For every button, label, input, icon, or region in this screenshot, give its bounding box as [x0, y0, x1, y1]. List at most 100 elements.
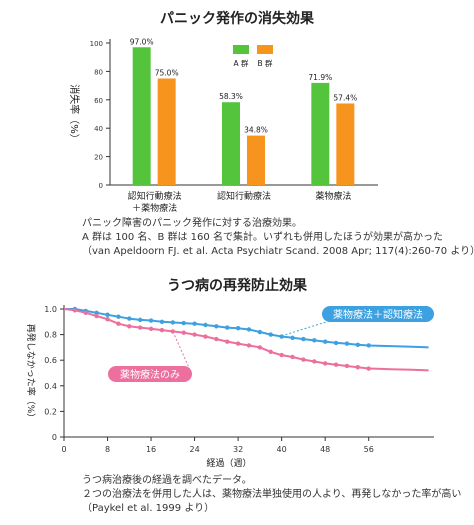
series-point	[72, 308, 78, 313]
series-point	[214, 324, 219, 329]
bar	[336, 103, 355, 185]
bar-data-label: 58.3%	[219, 92, 243, 101]
series-point	[333, 340, 339, 346]
line-x-tick-label: 24	[189, 445, 199, 454]
series-point	[235, 341, 241, 346]
line-x-axis-label: 経過（週）	[206, 457, 251, 469]
legend-swatch	[233, 45, 249, 54]
series-point	[225, 325, 230, 330]
legend-label: B 群	[257, 58, 273, 68]
series-point	[203, 334, 208, 339]
line-y-tick-label: 0	[52, 433, 57, 442]
series-point	[148, 326, 154, 332]
legend-label: A 群	[233, 58, 249, 68]
bar	[247, 135, 265, 185]
callout-label: 薬物療法のみ	[120, 368, 180, 381]
series-point	[246, 343, 252, 348]
series-point	[116, 314, 121, 319]
line-y-tick-label: 0.8	[44, 331, 57, 340]
series-point	[322, 339, 328, 344]
callout-box	[322, 306, 434, 322]
series-point	[137, 317, 143, 323]
line-chart-notes: うつ病治療後の経過を調べたデータ。 ２つの治療法を併用した人は、薬物療法単独使用…	[82, 474, 461, 516]
series-point	[225, 339, 230, 344]
bar-note-line-2: A 群は 100 名、B 群は 160 名で集計。いずれも併用したほうが効果が高…	[82, 232, 443, 243]
line-y-tick-label: 1.0	[44, 305, 57, 314]
line-note-line-1: うつ病治療後の経過を調べたデータ。	[82, 475, 252, 486]
series-point	[159, 327, 165, 333]
series-point	[170, 320, 176, 325]
series-point	[257, 345, 263, 350]
bar-category-label: 認知行動療法	[217, 190, 271, 202]
series-point	[301, 336, 306, 342]
series-point	[257, 329, 263, 335]
line-y-tick-label: 0.6	[44, 356, 57, 365]
series-point	[301, 357, 306, 362]
series-point	[366, 343, 371, 348]
series-point	[344, 363, 350, 369]
series-point	[366, 366, 371, 371]
line-y-tick-label: 0.4	[44, 382, 57, 391]
series-point	[116, 321, 121, 326]
bar-y-axis-label: 消失率（%）	[68, 84, 81, 144]
line-x-tick-label: 32	[233, 445, 243, 454]
bar-y-tick-label: 60	[94, 97, 103, 105]
bar-category-label: 認知行動療法	[128, 190, 182, 202]
series-point	[214, 336, 219, 342]
line-x-tick-label: 0	[61, 445, 66, 454]
bar-data-label: 34.8%	[244, 126, 268, 135]
series-point	[235, 326, 241, 331]
line-x-tick-label: 40	[277, 445, 287, 454]
series-point	[312, 359, 317, 364]
bar	[132, 47, 151, 186]
bar-y-tick-label: 80	[94, 68, 103, 76]
series-point	[203, 322, 208, 328]
callout-label: 薬物療法＋認知療法	[333, 308, 423, 321]
bar-data-label: 75.0%	[155, 69, 179, 78]
bar-note-line-3: （van Apeldoorn FJ. et al. Acta Psychiatr…	[82, 246, 474, 257]
bar-y-tick-label: 20	[94, 154, 103, 162]
bar-chart-notes: パニック障害のパニック発作に対する治療効果。 A 群は 100 名、B 群は 1…	[82, 217, 474, 259]
series-point	[192, 321, 197, 326]
bar-category-label: ＋薬物療法	[132, 202, 177, 214]
series-point	[312, 338, 317, 343]
bar-y-tick-label: 100	[90, 40, 103, 48]
series-point	[94, 313, 99, 319]
line-note-line-3: （Paykel et al. 1999 より）	[82, 503, 215, 514]
series-point	[181, 330, 186, 335]
line-chart-title: うつ病の再発防止効果	[167, 278, 307, 294]
callout-box	[108, 366, 192, 382]
series-point	[83, 310, 88, 316]
series-point	[127, 316, 132, 321]
series-point	[94, 310, 99, 316]
series-point	[322, 361, 328, 366]
series-point	[181, 320, 186, 326]
series-point	[105, 312, 110, 317]
callout-line	[172, 331, 191, 371]
series-point	[344, 341, 350, 346]
series-point	[290, 354, 295, 360]
legend-swatch	[257, 45, 273, 54]
line-note-line-2: ２つの治療法を併用した人は、薬物療法単独使用の人より、再発しなかった率が高い	[82, 489, 462, 500]
series-point	[279, 352, 284, 358]
series-point	[192, 332, 197, 337]
bar	[311, 82, 330, 185]
series-point	[159, 319, 165, 324]
series-point	[268, 349, 273, 355]
series-point	[170, 329, 176, 334]
line-x-tick-label: 56	[364, 445, 374, 454]
line-x-tick-label: 48	[320, 445, 330, 454]
series-point	[268, 332, 273, 337]
line-y-axis-label: 再発しなかった率（%）	[25, 324, 37, 423]
series-point	[105, 317, 110, 322]
bar-data-label: 71.9%	[308, 73, 332, 82]
series-point	[290, 335, 295, 340]
line-x-tick-label: 16	[146, 445, 156, 454]
bar-category-label: 薬物療法	[315, 190, 351, 202]
bar-y-tick-label: 40	[94, 125, 103, 133]
series-point	[246, 327, 252, 332]
bar	[222, 102, 240, 185]
series-point	[333, 362, 339, 367]
bar-y-tick-label: 0	[99, 182, 103, 190]
